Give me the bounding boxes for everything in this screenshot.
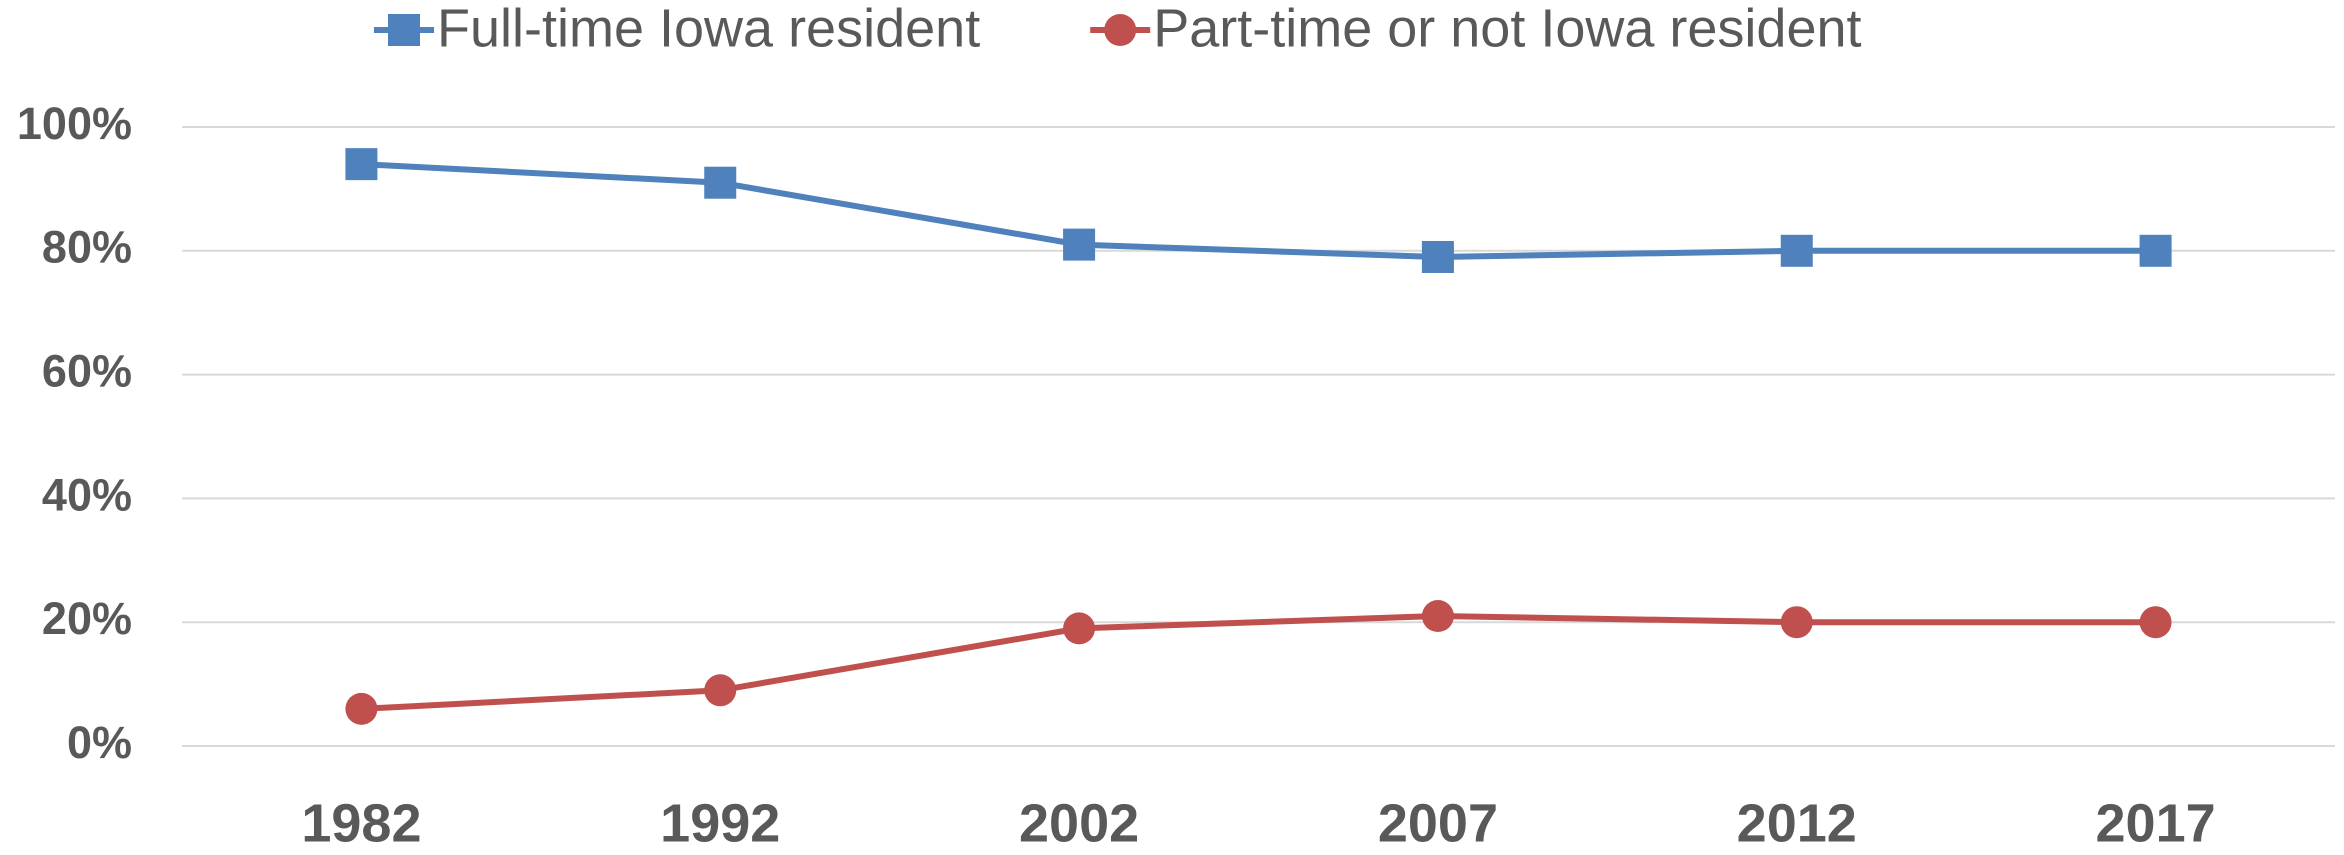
x-tick-label: 1982 [301,793,421,853]
y-tick-label: 100% [17,98,132,149]
data-point [1421,600,1454,633]
y-tick-label: 20% [42,593,132,644]
data-point [1421,240,1454,273]
legend-label: Full-time Iowa resident [437,0,980,58]
y-tick-label: 0% [67,717,132,768]
series-line [361,613,2156,712]
y-tick-label: 80% [42,222,132,273]
data-point [704,166,737,199]
series-line [361,161,2156,260]
x-tick-label: 2012 [1737,793,1857,853]
x-tick-label: 1992 [660,793,780,853]
y-tick-label: 60% [42,345,132,396]
data-point [2139,234,2172,267]
data-point [1063,612,1096,645]
y-tick-label: 40% [42,469,132,520]
data-point [345,692,378,725]
data-point [1780,606,1813,639]
legend-marker [388,14,420,46]
x-tick-label: 2007 [1378,793,1498,853]
data-point [704,674,737,707]
data-point [1063,228,1096,261]
data-point [345,148,378,181]
legend-label: Part-time or not Iowa resident [1153,0,1861,58]
data-point [1780,234,1813,267]
legend-marker [1104,14,1137,46]
data-point [2139,606,2172,639]
x-tick-label: 2017 [2096,793,2216,853]
x-tick-label: 2002 [1019,793,1139,853]
